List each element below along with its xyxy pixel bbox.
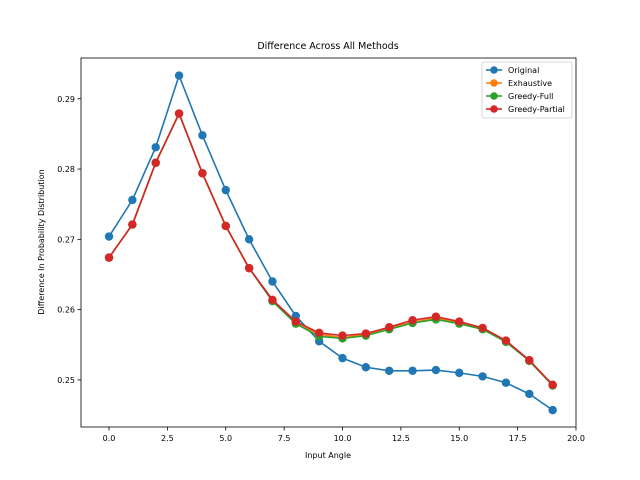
data-point-original [455,368,464,378]
y-axis: 0.25 0.26 0.27 0.28 0.29 [57,95,81,385]
legend: Original Exhaustive Greedy-Full Greedy-Part… [481,61,573,119]
legend-marker [490,92,498,100]
y-tick-label: 0.29 [57,95,75,104]
series-greedy-partial [104,109,557,390]
legend-label: Original [508,66,539,75]
x-axis-label: Input Angle [305,451,351,460]
data-point-greedy-partial [548,380,557,390]
data-point-original [525,389,534,399]
y-tick-label: 0.26 [57,306,75,315]
legend-box [481,61,573,119]
data-point-greedy-partial [221,221,230,231]
data-point-greedy-partial [244,263,254,273]
data-point-greedy-partial [431,312,441,321]
data-point-original [151,143,160,152]
y-tick-label: 0.28 [57,165,75,174]
x-tick-label: 12.5 [392,434,410,443]
legend-item: Greedy-Partial [486,105,565,114]
data-point-greedy-partial [478,323,487,333]
series-line-greedy-full [108,111,554,387]
data-point-greedy-partial [501,336,511,345]
data-point-original [128,195,137,205]
legend-label: Greedy-Full [508,92,553,101]
data-point-greedy-partial [525,356,534,365]
data-point-greedy-partial [361,329,371,338]
series-line-original [108,73,554,411]
legend-item: Greedy-Full [486,92,553,101]
x-tick-label: 10.0 [334,434,352,443]
axes-frame [80,57,577,428]
y-tick-label: 0.25 [57,376,75,385]
data-point-greedy-partial [198,169,207,178]
data-point-greedy-partial [291,317,301,326]
data-point-original [244,235,254,244]
legend-label: Exhaustive [508,79,552,88]
data-point-original [221,185,230,195]
data-point-original [268,277,277,286]
data-point-original [104,232,114,241]
data-point-greedy-partial [128,220,137,229]
y-axis-label: Difference In Probability Distribution [37,169,46,314]
legend-item: Exhaustive [486,79,552,88]
data-point-greedy-partial [174,109,184,118]
data-point-original [408,366,417,375]
data-point-greedy-partial [104,253,114,262]
data-point-original [431,365,441,375]
legend-label: Greedy-Partial [508,105,565,114]
data-point-greedy-partial [314,328,324,338]
data-point-original [478,372,487,381]
data-point-original [174,71,184,80]
y-tick-label: 0.27 [57,235,75,244]
x-tick-label: 5.0 [219,434,232,443]
x-tick-label: 2.5 [161,434,174,443]
series-original [104,71,557,415]
data-point-original [548,405,557,415]
data-point-greedy-partial [268,295,277,304]
x-tick-label: 7.5 [278,434,291,443]
x-tick-label: 17.5 [509,434,527,443]
x-tick-label: 20.0 [567,434,585,443]
x-axis: 0.0 2.5 5.0 7.5 10.0 12.5 15.0 17.5 20.0 [103,427,585,443]
data-point-greedy-partial [408,315,417,325]
data-point-original [338,353,347,363]
data-point-greedy-partial [385,322,394,332]
data-point-greedy-partial [338,331,347,340]
data-point-original [198,131,207,140]
chart-title: Difference Across All Methods [257,41,398,52]
data-point-greedy-partial [151,158,160,167]
legend-marker [490,66,498,74]
plot-area [104,71,557,415]
series-exhaustive [104,109,557,390]
series-greedy-full [104,109,557,390]
data-point-original [385,366,394,375]
series-line-exhaustive [108,111,554,386]
legend-item: Original [486,66,539,75]
x-tick-label: 15.0 [450,434,468,443]
data-point-original [501,378,511,387]
data-point-original [361,363,371,372]
legend-marker [490,105,498,113]
data-point-greedy-partial [455,317,464,326]
series-line-greedy-partial [108,111,554,386]
x-tick-label: 0.0 [103,434,116,443]
legend-marker [490,79,498,87]
